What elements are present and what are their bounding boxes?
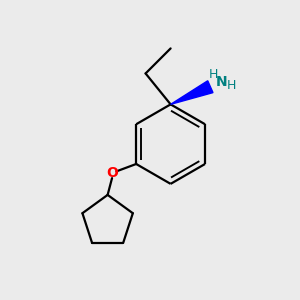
Text: N: N (216, 75, 227, 89)
Text: H: H (208, 68, 218, 80)
Text: H: H (227, 79, 236, 92)
Text: O: O (106, 166, 118, 180)
Polygon shape (171, 81, 213, 104)
